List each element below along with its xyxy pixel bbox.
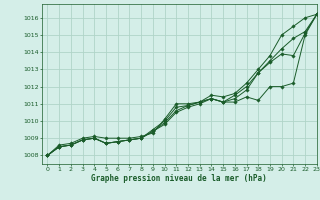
X-axis label: Graphe pression niveau de la mer (hPa): Graphe pression niveau de la mer (hPa) xyxy=(91,174,267,183)
